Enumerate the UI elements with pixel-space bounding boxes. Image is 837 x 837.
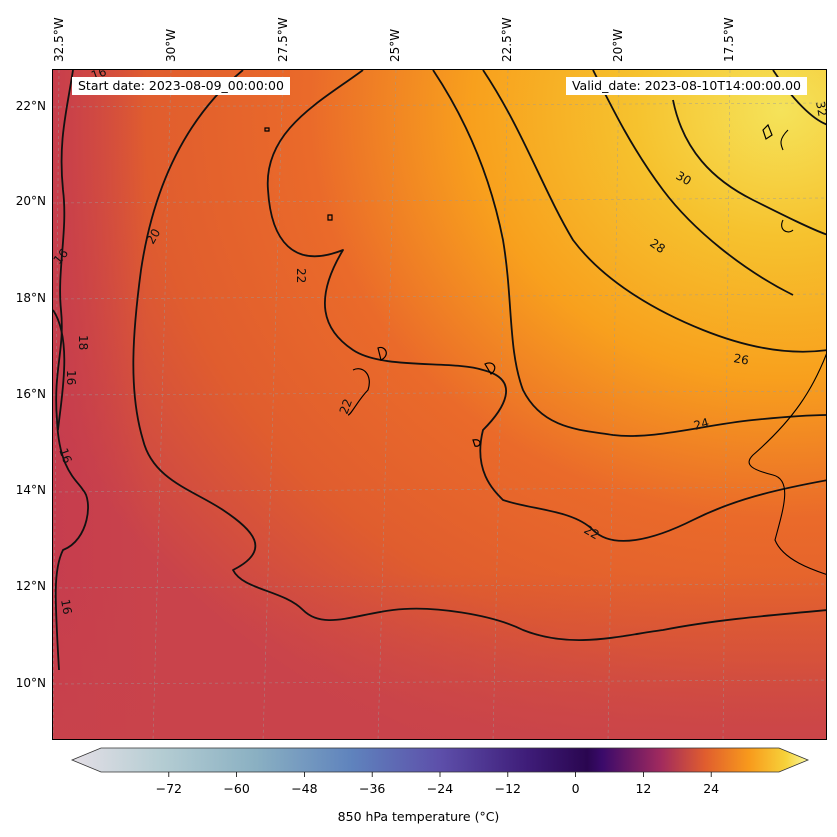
latitude-label: 12°N xyxy=(15,579,46,593)
colorbar-tick-label: 24 xyxy=(703,781,720,796)
colorbar-tick-label: 12 xyxy=(635,781,652,796)
longitude-label: 25°W xyxy=(388,28,402,62)
colorbar-label: 850 hPa temperature (°C) xyxy=(337,809,500,824)
map-canvas: 16 16 16 16 16 18 20 22 22 22 24 26 28 3… xyxy=(53,70,827,739)
contour-labels: 16 16 16 16 16 18 20 22 22 22 24 26 28 3… xyxy=(53,70,827,616)
colorbar-tick-label: −72 xyxy=(155,781,182,796)
latitude-label: 16°N xyxy=(15,387,46,401)
colorbar-tick-label: −12 xyxy=(494,781,521,796)
longitude-label: 30°W xyxy=(164,28,178,62)
contour-22 xyxy=(266,70,826,542)
colorbar-tick-label: −60 xyxy=(223,781,250,796)
longitude-label: 32.5°W xyxy=(52,17,66,62)
contour-20 xyxy=(132,70,826,642)
contour-label: 16 xyxy=(64,370,78,385)
contour-label: 24 xyxy=(692,415,710,432)
latitude-label: 18°N xyxy=(15,291,46,305)
contour-label: 16 xyxy=(56,446,74,465)
latitude-label: 10°N xyxy=(15,676,46,690)
latitude-label: 22°N xyxy=(15,99,46,113)
graticule xyxy=(53,70,826,739)
longitude-label: 22.5°W xyxy=(500,17,514,62)
contour-label: 20 xyxy=(143,226,163,246)
longitude-label: 27.5°W xyxy=(276,17,290,62)
colorbar-tick-label: −36 xyxy=(358,781,386,796)
contour-label: 32 xyxy=(813,100,827,117)
contour-28 xyxy=(592,70,794,296)
colorbar-tick-label: 0 xyxy=(571,781,580,796)
valid-date-label: Valid_date: 2023-08-10T14:00:00.00 xyxy=(565,77,807,95)
colorbar-tick-label: −48 xyxy=(291,781,318,796)
colorbar-tick-label: −24 xyxy=(426,781,454,796)
contour-label: 30 xyxy=(674,168,694,188)
longitude-label: 17.5°W xyxy=(722,17,736,62)
contour-label: 16 xyxy=(58,598,74,615)
colorbar-body xyxy=(70,747,810,773)
contour-24 xyxy=(432,70,826,437)
latitude-label: 14°N xyxy=(15,483,46,497)
start-date-label: Start date: 2023-08-09_00:00:00 xyxy=(72,77,290,95)
islands xyxy=(264,123,773,447)
latitude-label: 20°N xyxy=(15,194,46,208)
temperature-contours xyxy=(53,70,826,671)
longitude-label: 20°W xyxy=(611,28,625,62)
contour-18 xyxy=(53,309,66,431)
coastline xyxy=(748,129,826,575)
contour-label: 18 xyxy=(76,335,90,350)
contour-26 xyxy=(482,70,826,353)
contour-16-west xyxy=(54,70,89,671)
temperature-map[interactable]: 16 16 16 16 16 18 20 22 22 22 24 26 28 3… xyxy=(52,69,827,740)
contour-label: 22 xyxy=(582,522,602,542)
contour-label: 22 xyxy=(337,397,355,416)
contour-30 xyxy=(672,99,826,236)
contour-label: 26 xyxy=(732,351,749,367)
contour-label: 22 xyxy=(294,268,308,283)
